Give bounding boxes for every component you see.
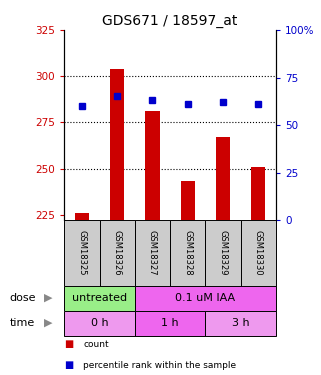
Bar (170, 220, 205, 286)
Bar (205, 310, 276, 336)
Bar (135, 286, 276, 310)
Bar (251, 166, 265, 220)
Bar (64, 310, 135, 336)
Bar (75, 213, 89, 220)
Bar (145, 111, 160, 220)
Text: time: time (10, 318, 35, 328)
Text: ▶: ▶ (44, 293, 52, 303)
Bar (100, 220, 135, 286)
Bar (64, 220, 100, 286)
Text: GSM18326: GSM18326 (113, 230, 122, 276)
Text: GSM18329: GSM18329 (219, 230, 228, 276)
Bar (241, 220, 276, 286)
Text: 0 h: 0 h (91, 318, 108, 328)
Text: GSM18328: GSM18328 (183, 230, 192, 276)
Text: GSM18327: GSM18327 (148, 230, 157, 276)
Bar (216, 137, 230, 220)
Text: ■: ■ (64, 360, 74, 370)
Text: ▶: ▶ (44, 318, 52, 328)
Text: GSM18330: GSM18330 (254, 230, 263, 276)
Text: GDS671 / 18597_at: GDS671 / 18597_at (102, 14, 238, 28)
Text: 3 h: 3 h (232, 318, 249, 328)
Bar (64, 286, 135, 310)
Text: ■: ■ (64, 339, 74, 350)
Bar (181, 182, 195, 220)
Bar (205, 220, 241, 286)
Text: percentile rank within the sample: percentile rank within the sample (83, 361, 237, 370)
Bar (110, 69, 124, 220)
Bar (135, 220, 170, 286)
Text: dose: dose (10, 293, 36, 303)
Text: untreated: untreated (72, 293, 127, 303)
Bar (135, 310, 205, 336)
Text: GSM18325: GSM18325 (77, 230, 86, 276)
Text: 0.1 uM IAA: 0.1 uM IAA (175, 293, 236, 303)
Text: 1 h: 1 h (161, 318, 179, 328)
Text: count: count (83, 340, 109, 349)
